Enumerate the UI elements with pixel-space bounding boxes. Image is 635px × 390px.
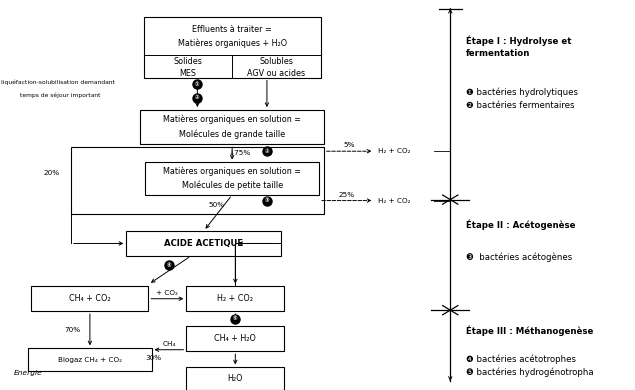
Text: Matières organiques en solution =: Matières organiques en solution = — [163, 115, 301, 124]
FancyBboxPatch shape — [186, 286, 284, 311]
Text: ↓75%: ↓75% — [229, 151, 251, 156]
Text: MES: MES — [180, 69, 196, 78]
Text: ③: ③ — [265, 198, 269, 203]
Text: Matières organiques + H₂O: Matières organiques + H₂O — [178, 39, 287, 48]
Text: temps de séjour important: temps de séjour important — [20, 93, 101, 99]
Text: ACIDE ACETIQUE: ACIDE ACETIQUE — [164, 239, 243, 248]
Text: Molécules de petite taille: Molécules de petite taille — [182, 181, 283, 190]
Text: CH₄ + H₂O: CH₄ + H₂O — [215, 334, 257, 343]
Text: H₂O: H₂O — [227, 374, 243, 383]
Text: ①: ① — [195, 82, 199, 87]
Text: 30%: 30% — [145, 355, 161, 362]
Text: + CO₂: + CO₂ — [156, 290, 178, 296]
Text: ②: ② — [265, 149, 269, 154]
Text: 50%: 50% — [208, 202, 224, 209]
Text: 5%: 5% — [344, 142, 355, 148]
Text: Étape III : Méthanogenèse: Étape III : Méthanogenèse — [466, 326, 594, 337]
Text: ④: ④ — [166, 263, 171, 268]
Text: Solides: Solides — [173, 57, 203, 66]
Text: H₂ + CO₂: H₂ + CO₂ — [217, 294, 253, 303]
FancyBboxPatch shape — [126, 231, 281, 256]
Text: ②: ② — [195, 95, 199, 100]
Text: Biogaz CH₄ + CO₂: Biogaz CH₄ + CO₂ — [58, 357, 122, 363]
Text: ❹ bactéries acétotrophes
❺ bactéries hydrogénotropha: ❹ bactéries acétotrophes ❺ bactéries hyd… — [466, 354, 594, 377]
FancyBboxPatch shape — [186, 367, 284, 390]
FancyBboxPatch shape — [29, 348, 152, 371]
Text: Molécules de grande taille: Molécules de grande taille — [179, 129, 285, 139]
Text: CH₄: CH₄ — [162, 341, 176, 347]
FancyBboxPatch shape — [144, 17, 321, 78]
Text: liquéfaction-solubilisation demandant: liquéfaction-solubilisation demandant — [1, 80, 116, 85]
Text: H₂ + CO₂: H₂ + CO₂ — [378, 148, 411, 154]
Text: Effluents à traiter =: Effluents à traiter = — [192, 25, 272, 34]
Text: Energie: Energie — [14, 370, 43, 376]
Text: CH₄ + CO₂: CH₄ + CO₂ — [69, 294, 110, 303]
Text: ❶ bactéries hydrolytiques
❷ bactéries fermentaires: ❶ bactéries hydrolytiques ❷ bactéries fe… — [466, 88, 578, 110]
FancyBboxPatch shape — [71, 147, 324, 214]
Text: ❸  bactéries acétogènes: ❸ bactéries acétogènes — [466, 252, 572, 262]
Text: Étape I : Hydrolyse et
fermentation: Étape I : Hydrolyse et fermentation — [466, 36, 572, 58]
Text: Solubles: Solubles — [260, 57, 293, 66]
Text: Matières organiques en solution =: Matières organiques en solution = — [163, 166, 301, 176]
Text: H₂ + CO₂: H₂ + CO₂ — [378, 198, 411, 204]
Text: ⑤: ⑤ — [233, 316, 237, 321]
Text: Étape II : Acétogenèse: Étape II : Acétogenèse — [466, 219, 575, 230]
Text: 25%: 25% — [338, 191, 355, 197]
Text: AGV ou acides: AGV ou acides — [248, 69, 305, 78]
Text: 70%: 70% — [64, 327, 81, 333]
FancyBboxPatch shape — [31, 286, 149, 311]
FancyBboxPatch shape — [186, 326, 284, 351]
FancyBboxPatch shape — [140, 110, 324, 144]
FancyBboxPatch shape — [145, 163, 319, 195]
Text: 20%: 20% — [43, 170, 60, 176]
